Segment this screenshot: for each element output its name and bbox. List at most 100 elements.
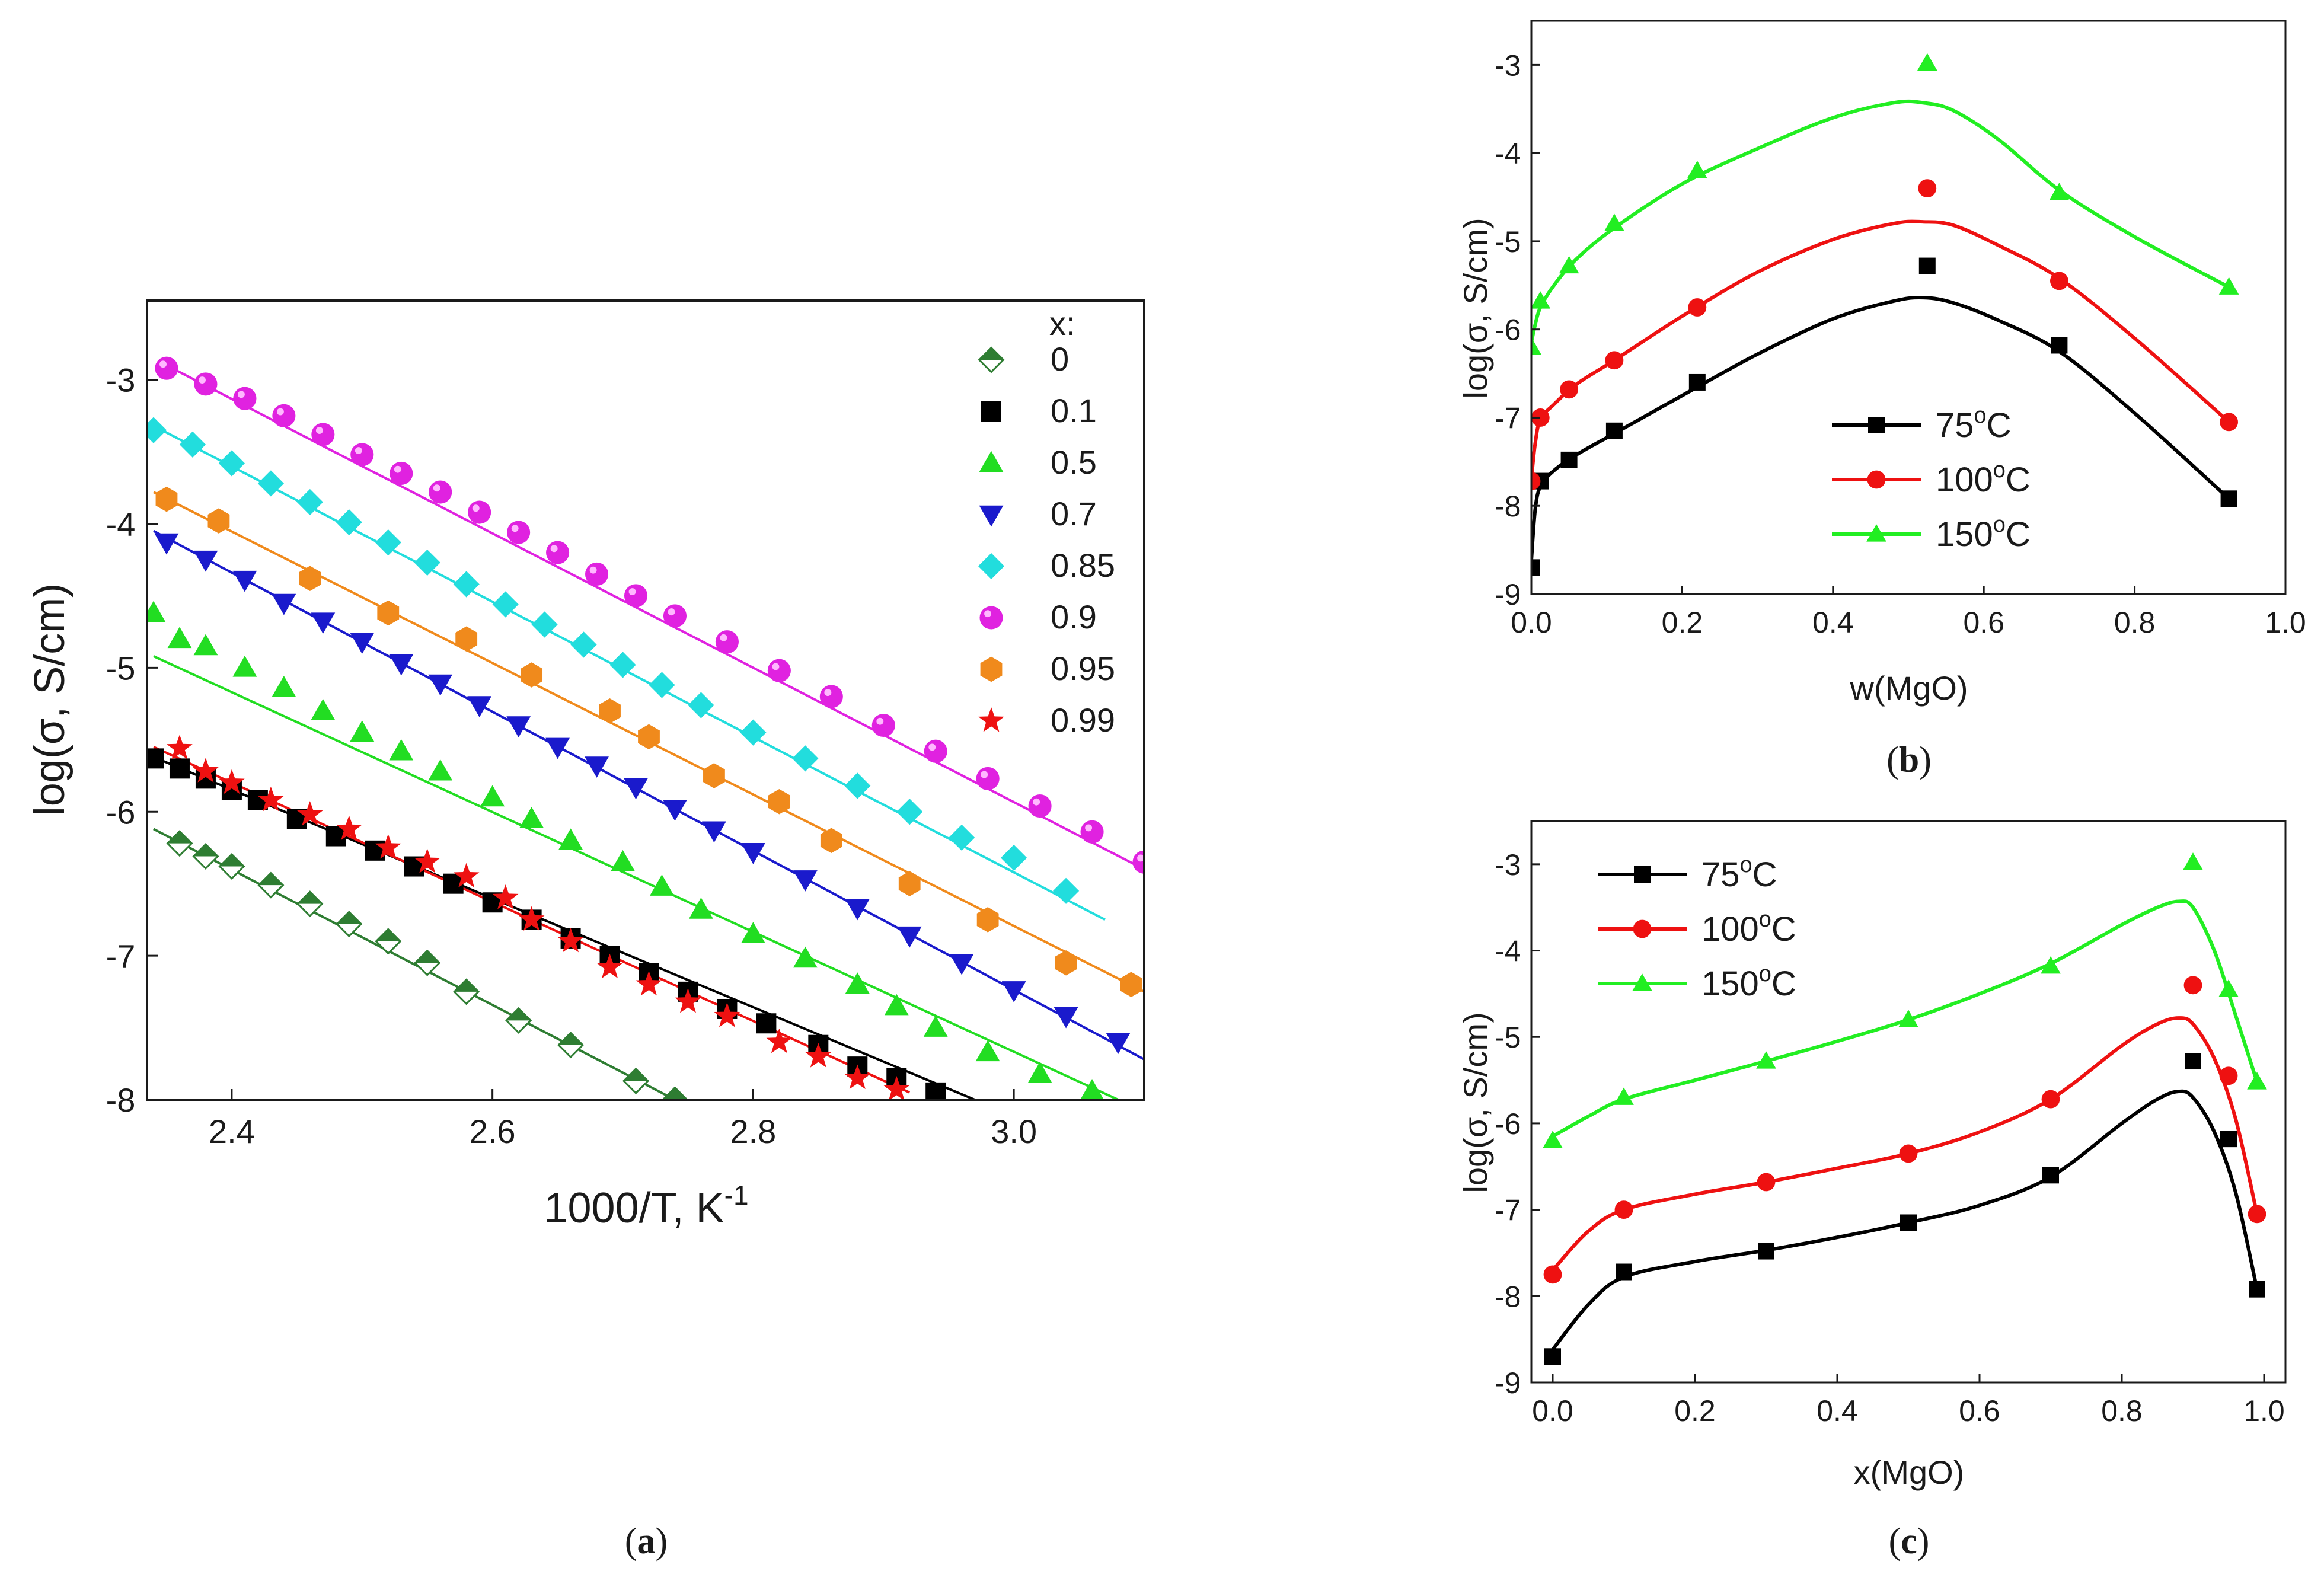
data-point-150C xyxy=(1614,1087,1634,1105)
legend-temp-value: 75 xyxy=(1936,406,1974,445)
data-point-x0.9 xyxy=(715,630,739,654)
legend-marker-x0.95 xyxy=(980,656,1003,682)
data-point-x0 xyxy=(166,830,193,857)
data-point-x0.85 xyxy=(296,488,323,516)
legend-marker-75C xyxy=(1634,866,1651,883)
data-point-x0.99 xyxy=(844,1064,871,1090)
data-point-x0.95 xyxy=(898,871,921,896)
fit-curve-100C xyxy=(1551,1016,2259,1272)
data-point-x0.7 xyxy=(1001,981,1026,1002)
y-tick-label: -8 xyxy=(1495,490,1521,523)
data-point-x0.7 xyxy=(350,633,375,654)
data-point-x0.7 xyxy=(897,926,922,948)
y-tick-label: -3 xyxy=(1495,848,1521,882)
legend-label-150C: 150oC xyxy=(1702,962,1796,1003)
data-point-150C xyxy=(2183,852,2203,870)
legend-unit: C xyxy=(1771,965,1796,1003)
y-tick-label: -7 xyxy=(1495,401,1521,435)
data-point-x0.7 xyxy=(624,778,648,800)
data-point-x0.7 xyxy=(389,654,414,676)
data-point-150C xyxy=(1531,291,1551,309)
data-point-x0.7 xyxy=(793,870,818,892)
data-point-x0.99 xyxy=(805,1043,832,1068)
data-point-x0 xyxy=(375,928,402,955)
data-point-x0.95 xyxy=(976,907,999,933)
y-tick-label: -4 xyxy=(1495,935,1521,968)
panel-label-b: (b) xyxy=(1886,740,1932,780)
data-point-75C xyxy=(1758,1243,1774,1260)
data-point-100C xyxy=(1543,1265,1562,1284)
data-point-x0.9 xyxy=(924,739,947,763)
data-point-75C xyxy=(1688,373,1706,391)
data-point-x0 xyxy=(414,949,441,976)
data-point-75C xyxy=(1560,451,1578,468)
legend-degree-sup: o xyxy=(1759,907,1771,932)
y-axis-label-c: log(σ, S/cm) xyxy=(1457,1012,1494,1193)
legend-marker-75C xyxy=(1868,417,1885,433)
legend-label: 0.5 xyxy=(1051,443,1097,481)
x-tick-label: 0.6 xyxy=(1959,1394,2000,1428)
y-axis-label-b: log(σ, S/cm) xyxy=(1457,218,1494,398)
data-point-x0.99 xyxy=(375,834,401,859)
y-tick-label: -5 xyxy=(106,650,136,687)
data-point-x0.99 xyxy=(297,801,323,826)
legend-marker-x0.7 xyxy=(979,505,1004,527)
data-point-x0.9 xyxy=(194,372,218,396)
data-point-150C xyxy=(1531,337,1541,355)
data-point-x0.5 xyxy=(232,655,257,677)
x-tick-label: 1.0 xyxy=(2265,606,2306,639)
data-point-x0.5 xyxy=(147,601,166,622)
x-axis-label-c: x(MgO) xyxy=(1854,1454,1965,1491)
data-point-x0.5 xyxy=(389,739,414,761)
data-point-x0.9 xyxy=(546,541,570,564)
data-point-x0.7 xyxy=(467,696,492,717)
data-point-100C xyxy=(1531,408,1550,427)
legend-degree-sup: o xyxy=(1740,852,1752,877)
legend-label-75C: 75oC xyxy=(1936,403,2012,445)
chart-panel-b: 0.0 0.2 0.4 0.6 0.8 1.0 -9 -8 -7 -6 -5 -4 -3 log(σ, … xyxy=(1457,20,2306,707)
data-point-x0.85 xyxy=(375,529,401,556)
data-point-x0.9 xyxy=(624,584,648,608)
data-points-c xyxy=(1543,852,2267,1365)
legend-temp-value: 100 xyxy=(1936,461,1993,499)
legend-label: 0.99 xyxy=(1051,701,1115,739)
data-point-x0 xyxy=(622,1067,650,1094)
plot-frame-a xyxy=(146,299,1145,1101)
data-point-100C xyxy=(1531,472,1541,490)
data-point-75C xyxy=(1900,1214,1917,1231)
data-point-x0.5 xyxy=(350,720,375,742)
legend-a: x: 0 0.1 0.5 0.7 0.85 0.9 0.95 0.99 xyxy=(978,305,1115,739)
data-point-100C xyxy=(2219,1066,2238,1085)
data-point-x0.9 xyxy=(468,500,491,524)
data-point-100C xyxy=(1614,1200,1633,1219)
panel-label-a: (a) xyxy=(625,1521,668,1562)
legend-marker-150C xyxy=(1866,524,1886,542)
data-point-150C xyxy=(1898,1010,1918,1027)
data-point-x0 xyxy=(218,853,245,880)
data-point-100C xyxy=(1918,179,1937,198)
chart-panel-a: 2.4 2.6 2.8 3.0 -8 -7 -6 -5 -4 -3 log(σ, S/cm) 10… xyxy=(26,299,1145,1232)
data-point-150C xyxy=(2218,277,2239,295)
data-point-75C xyxy=(2042,1167,2059,1184)
data-point-100C xyxy=(1688,298,1707,317)
y-tick-label: -7 xyxy=(1495,1194,1521,1227)
legend-marker-x0 xyxy=(978,346,1005,373)
data-point-x0.99 xyxy=(492,884,519,909)
legend-marker-100C xyxy=(1867,470,1886,489)
data-point-x0.9 xyxy=(976,767,1000,790)
data-point-75C xyxy=(1544,1348,1561,1365)
data-point-x0.95 xyxy=(820,828,842,854)
legend-label: 0.85 xyxy=(1051,547,1115,584)
data-point-x0 xyxy=(505,1007,532,1034)
panel-label-b-open: ( xyxy=(1886,740,1899,780)
data-point-x0.9 xyxy=(272,404,296,427)
legend-marker-x0.99 xyxy=(978,707,1004,732)
data-point-x0.7 xyxy=(154,533,179,555)
data-point-150C xyxy=(1543,1131,1563,1148)
data-point-75C xyxy=(1918,257,1936,274)
data-point-x0.7 xyxy=(740,842,765,864)
data-point-150C xyxy=(2049,183,2070,200)
data-point-x0.1 xyxy=(147,748,164,769)
data-point-x0.9 xyxy=(1080,820,1104,844)
data-point-x0.5 xyxy=(650,874,674,896)
